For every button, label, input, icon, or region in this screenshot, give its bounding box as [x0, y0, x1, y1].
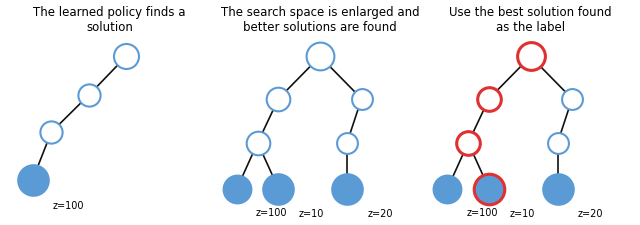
Point: [525, 55, 536, 58]
Point: [28, 178, 38, 182]
Text: z=100: z=100: [256, 208, 287, 218]
Point: [273, 187, 284, 190]
Point: [567, 97, 577, 101]
Point: [342, 187, 352, 190]
Title: Use the best solution found
as the label: Use the best solution found as the label: [449, 6, 612, 34]
Point: [356, 97, 367, 101]
Point: [253, 141, 263, 144]
Point: [484, 187, 494, 190]
Point: [342, 141, 352, 144]
Point: [273, 97, 284, 101]
Text: z=20: z=20: [367, 209, 393, 219]
Point: [552, 141, 563, 144]
Point: [121, 55, 131, 58]
Text: z=100: z=100: [53, 201, 84, 211]
Title: The learned policy finds a
solution: The learned policy finds a solution: [33, 6, 186, 34]
Point: [463, 141, 474, 144]
Point: [315, 55, 325, 58]
Point: [46, 130, 56, 134]
Text: z=10: z=10: [299, 209, 324, 219]
Point: [442, 187, 452, 190]
Title: The search space is enlarged and
better solutions are found: The search space is enlarged and better …: [221, 6, 419, 34]
Point: [552, 187, 563, 190]
Text: z=10: z=10: [509, 209, 535, 219]
Point: [484, 97, 494, 101]
Text: z=20: z=20: [578, 209, 604, 219]
Point: [84, 93, 94, 97]
Point: [232, 187, 242, 190]
Text: z=100: z=100: [467, 208, 498, 218]
